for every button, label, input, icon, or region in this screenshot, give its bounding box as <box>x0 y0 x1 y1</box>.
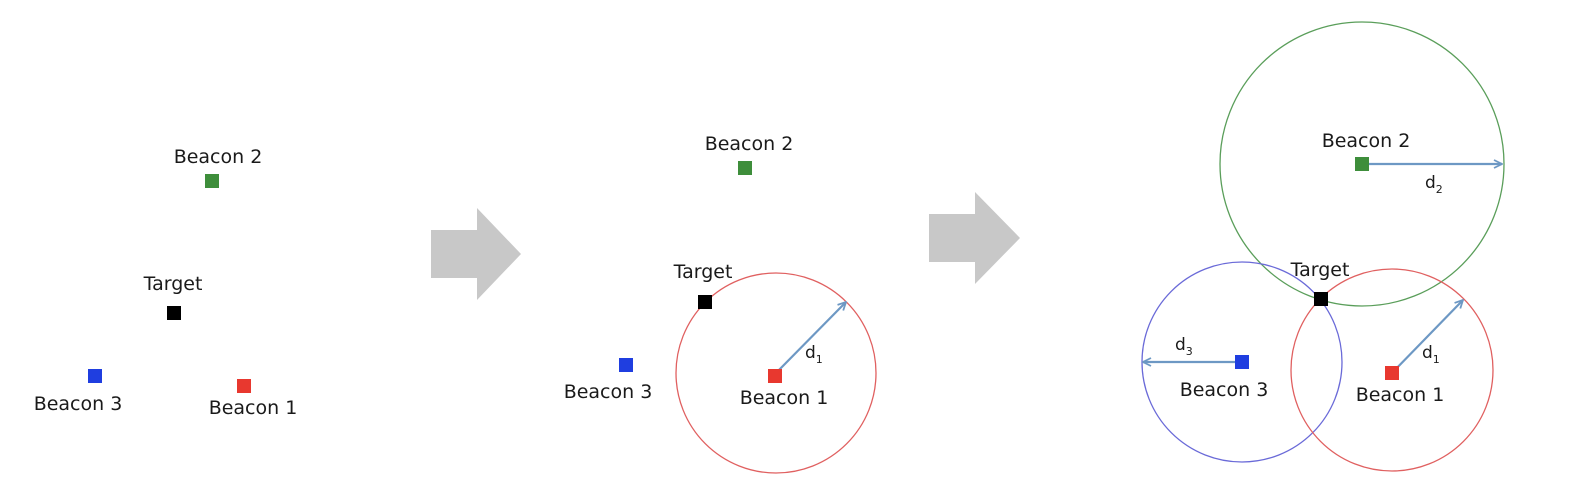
target-marker <box>167 306 181 320</box>
target-marker <box>1314 292 1328 306</box>
panel-1: Beacon 2 Target Beacon 3 Beacon 1 <box>34 146 298 419</box>
panel-2: Beacon 2 Target Beacon 3 d1 Beacon 1 <box>564 133 877 474</box>
beacon-1-label: Beacon 1 <box>209 397 298 419</box>
target-label: Target <box>143 273 203 295</box>
beacon-2-marker <box>205 174 219 188</box>
d3-label: d3 <box>1175 335 1193 358</box>
d1-distance-arrow <box>775 302 846 374</box>
beacon-1-label: Beacon 1 <box>1356 384 1445 406</box>
beacon-2-label: Beacon 2 <box>174 146 263 168</box>
beacon-2-range-circle <box>1219 21 1505 307</box>
d2-label: d2 <box>1425 173 1443 196</box>
target-marker <box>698 295 712 309</box>
beacon-1-label: Beacon 1 <box>740 387 829 409</box>
beacon-3-marker <box>1235 355 1249 369</box>
beacon-2-marker <box>738 161 752 175</box>
beacon-1-range-circle <box>1290 268 1494 472</box>
d1-label: d1 <box>1422 343 1440 366</box>
right-arrow-icon <box>431 208 521 300</box>
beacon-3-marker <box>619 358 633 372</box>
beacon-3-label: Beacon 3 <box>564 381 653 403</box>
beacon-1-marker <box>768 369 782 383</box>
d1-label: d1 <box>805 343 823 366</box>
beacon-1-range-circle <box>675 272 877 474</box>
beacon-2-label: Beacon 2 <box>705 133 794 155</box>
beacon-2-marker <box>1355 157 1369 171</box>
beacon-3-marker <box>88 369 102 383</box>
panel-3: Beacon 2 d2 Target d3 Beacon 3 d1 Beacon… <box>1141 21 1505 472</box>
right-arrow-icon <box>929 192 1020 284</box>
beacon-1-marker <box>237 379 251 393</box>
d1-distance-arrow <box>1391 300 1463 374</box>
beacon-3-label: Beacon 3 <box>34 393 123 415</box>
beacon-2-label: Beacon 2 <box>1322 130 1411 152</box>
target-label: Target <box>673 261 733 283</box>
beacon-1-marker <box>1385 366 1399 380</box>
target-label: Target <box>1290 259 1350 281</box>
beacon-3-label: Beacon 3 <box>1180 379 1269 401</box>
